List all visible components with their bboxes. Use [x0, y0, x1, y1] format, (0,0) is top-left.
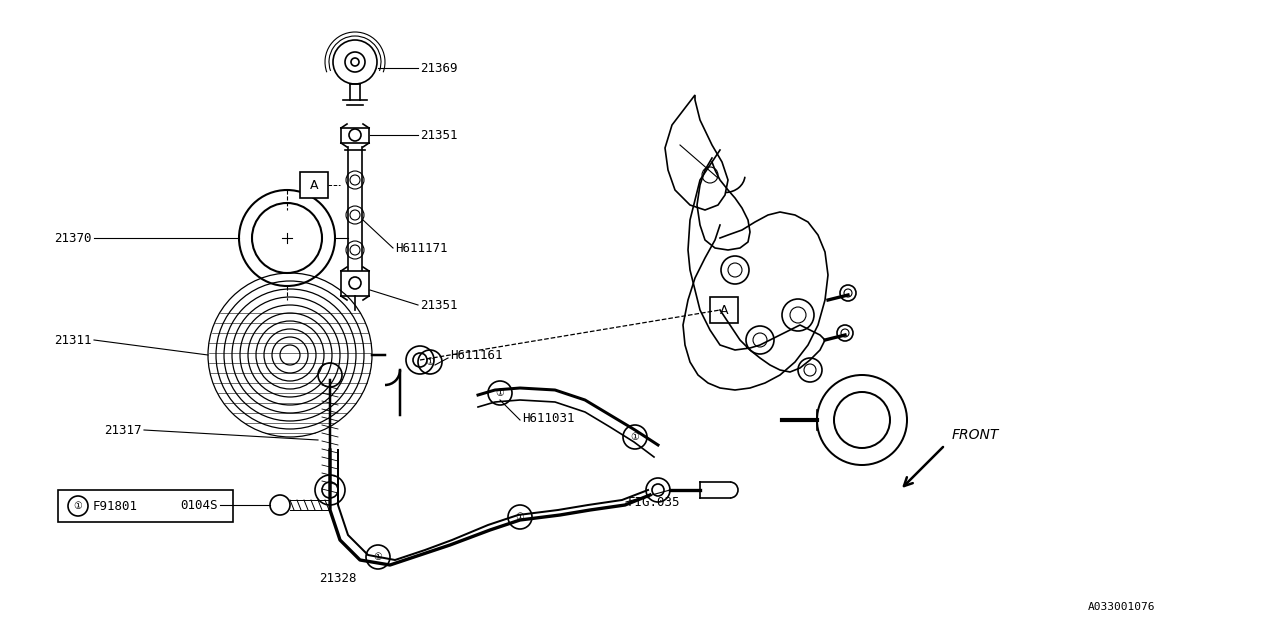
- Text: H611161: H611161: [451, 349, 503, 362]
- Text: H611171: H611171: [396, 241, 448, 255]
- Text: 21311: 21311: [55, 333, 92, 346]
- Text: 0104S: 0104S: [180, 499, 218, 511]
- Text: ①: ①: [374, 552, 383, 562]
- Text: 21369: 21369: [420, 61, 457, 74]
- Text: 21351: 21351: [420, 298, 457, 312]
- Text: FRONT: FRONT: [952, 428, 1000, 442]
- Text: ①: ①: [426, 357, 434, 367]
- Text: FIG.035: FIG.035: [628, 495, 681, 509]
- Polygon shape: [666, 95, 728, 210]
- Text: 21370: 21370: [55, 232, 92, 244]
- Text: ①: ①: [631, 432, 640, 442]
- Text: 21351: 21351: [420, 129, 457, 141]
- Text: 21328: 21328: [319, 572, 357, 585]
- Text: ①: ①: [516, 512, 525, 522]
- Bar: [710, 297, 739, 323]
- Text: 21317: 21317: [105, 424, 142, 436]
- Text: ①: ①: [74, 501, 82, 511]
- Text: ①: ①: [495, 388, 504, 398]
- Bar: [58, 490, 233, 522]
- Text: H611031: H611031: [522, 412, 575, 424]
- Text: A: A: [719, 303, 728, 317]
- Text: F91801: F91801: [92, 499, 137, 513]
- Bar: [300, 172, 328, 198]
- Text: A: A: [310, 179, 319, 191]
- Text: A033001076: A033001076: [1088, 602, 1155, 612]
